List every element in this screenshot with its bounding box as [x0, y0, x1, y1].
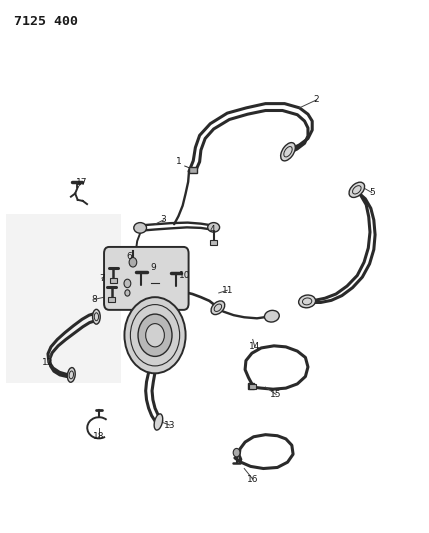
Bar — [108, 297, 115, 302]
Circle shape — [124, 279, 131, 288]
Ellipse shape — [299, 295, 316, 308]
Bar — [249, 384, 256, 389]
Ellipse shape — [208, 223, 220, 232]
Ellipse shape — [281, 143, 295, 161]
Ellipse shape — [154, 414, 163, 430]
Text: 6: 6 — [127, 253, 133, 262]
Text: 11: 11 — [221, 286, 233, 295]
Text: 1: 1 — [175, 157, 181, 166]
Text: 10: 10 — [179, 271, 190, 280]
Ellipse shape — [134, 223, 147, 233]
Ellipse shape — [67, 368, 75, 382]
Text: 15: 15 — [270, 390, 282, 399]
Circle shape — [129, 257, 137, 267]
Circle shape — [138, 314, 172, 357]
Text: 14: 14 — [249, 342, 260, 351]
Text: 9: 9 — [150, 263, 156, 272]
Circle shape — [125, 290, 130, 296]
Circle shape — [146, 324, 164, 347]
Text: 4: 4 — [209, 225, 215, 234]
Polygon shape — [6, 214, 121, 383]
Text: 18: 18 — [93, 432, 105, 441]
Text: 5: 5 — [369, 188, 375, 197]
Text: 7125 400: 7125 400 — [14, 15, 78, 28]
Ellipse shape — [349, 182, 365, 197]
Bar — [110, 278, 117, 284]
Bar — [210, 239, 217, 245]
Text: 16: 16 — [247, 474, 259, 483]
Ellipse shape — [93, 309, 100, 324]
Text: 12: 12 — [42, 358, 54, 367]
Circle shape — [124, 297, 186, 373]
FancyBboxPatch shape — [104, 247, 189, 310]
Text: 2: 2 — [314, 95, 319, 104]
Bar — [190, 166, 197, 173]
Circle shape — [233, 448, 240, 457]
Text: 17: 17 — [76, 179, 88, 188]
Bar — [248, 383, 254, 389]
Ellipse shape — [264, 310, 279, 322]
Text: 3: 3 — [160, 215, 166, 224]
Text: 13: 13 — [164, 421, 175, 430]
Text: 8: 8 — [92, 295, 97, 304]
Text: 7: 7 — [99, 273, 105, 282]
Ellipse shape — [211, 301, 225, 314]
